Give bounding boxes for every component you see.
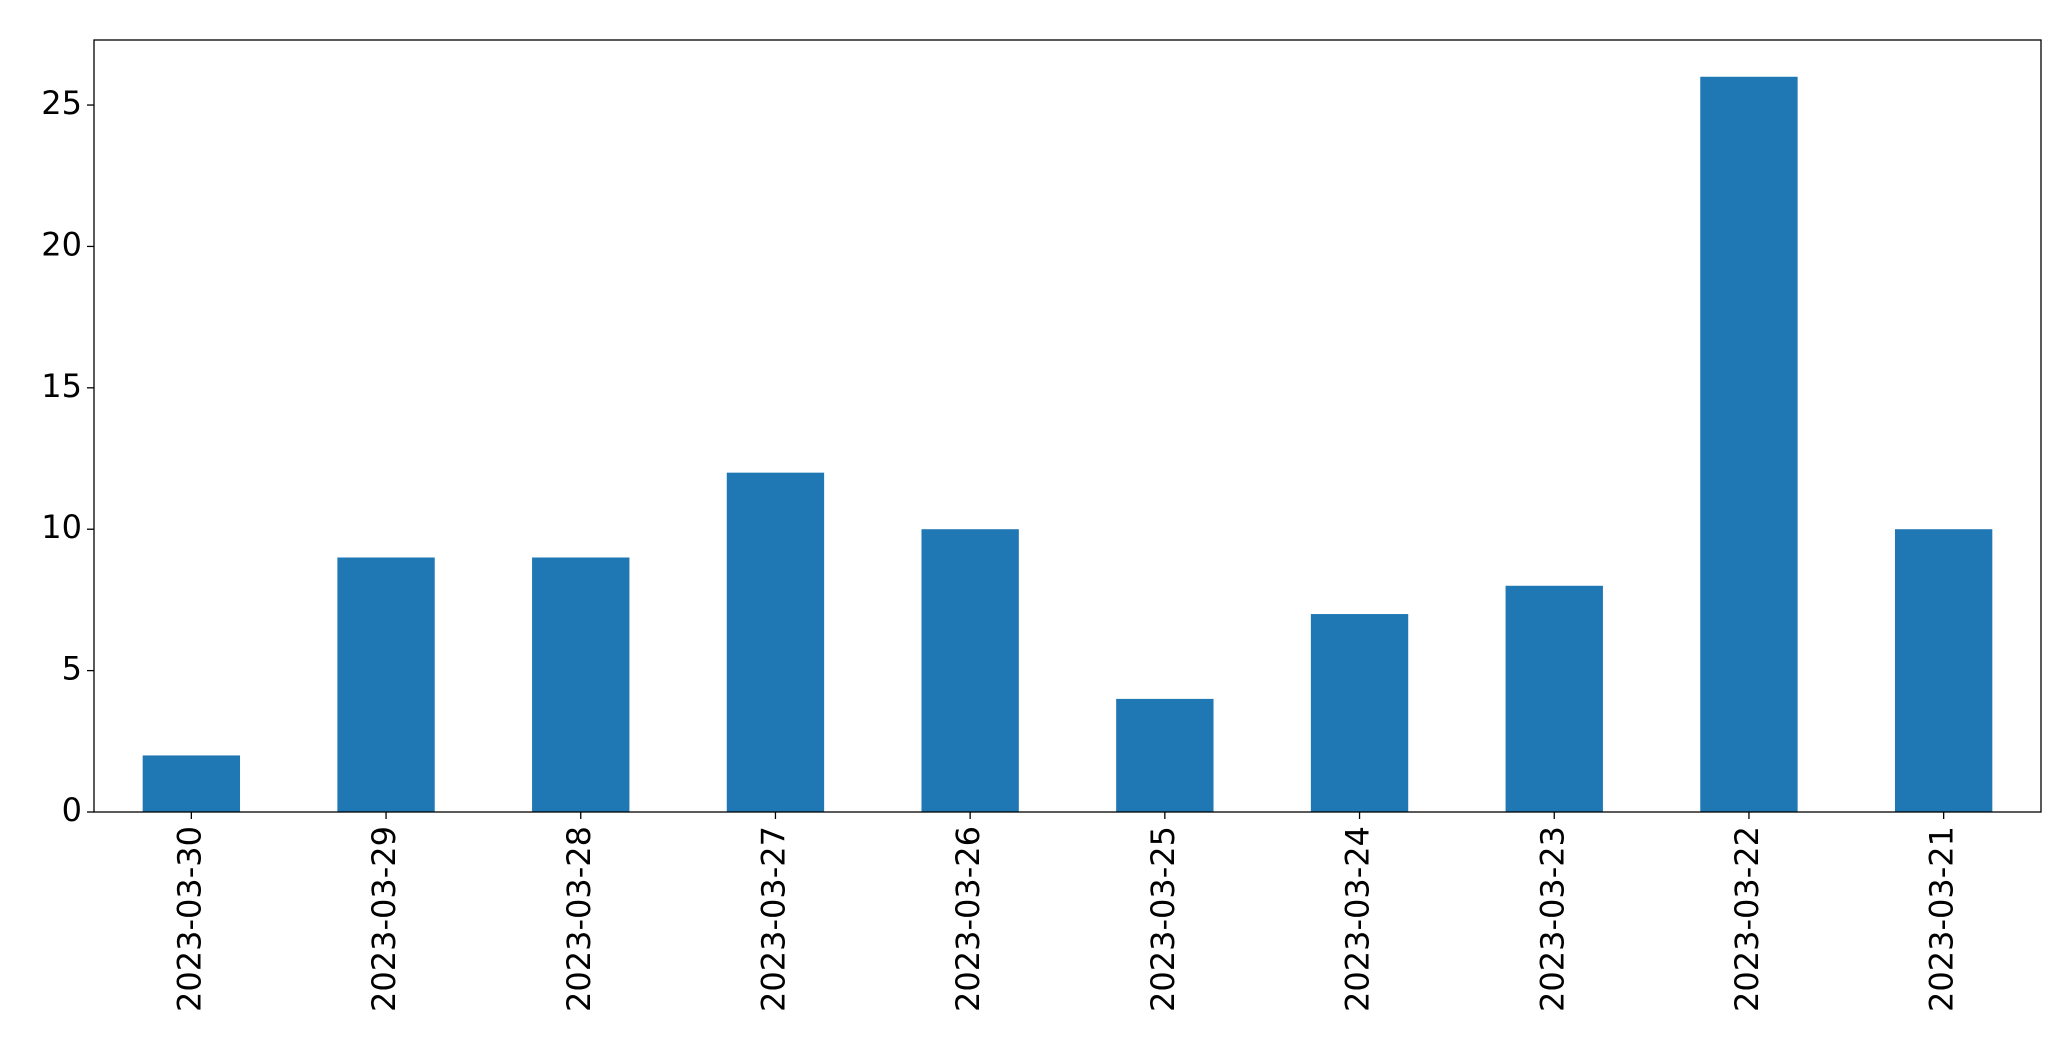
plot-frame [93,39,2042,813]
y-tick-label: 10 [41,508,82,546]
x-tick-label: 2023-03-26 [949,826,987,1012]
y-tick-label: 15 [41,367,82,405]
x-tick-label: 2023-03-29 [365,826,403,1012]
bar [1700,76,1798,812]
bar [1310,614,1409,812]
bar [142,755,241,812]
y-tick-label: 0 [62,791,82,829]
bar [1116,698,1214,812]
x-tick-label: 2023-03-22 [1728,826,1766,1012]
bar [532,557,630,812]
bar [1505,585,1603,812]
x-tick-label: 2023-03-28 [560,826,598,1012]
x-tick-label: 2023-03-30 [170,826,208,1012]
x-tick-label: 2023-03-23 [1533,826,1571,1012]
y-tick-label: 5 [62,650,82,688]
x-tick-label: 2023-03-24 [1339,826,1377,1012]
x-tick-label: 2023-03-21 [1923,826,1961,1012]
bar [726,472,825,812]
bar [921,529,1019,812]
bar [337,557,435,812]
y-tick-label: 20 [41,225,82,263]
x-tick-label: 2023-03-27 [754,826,792,1012]
x-tick-label: 2023-03-25 [1144,826,1182,1012]
bar [1894,529,1993,812]
y-tick-label: 25 [41,84,82,122]
